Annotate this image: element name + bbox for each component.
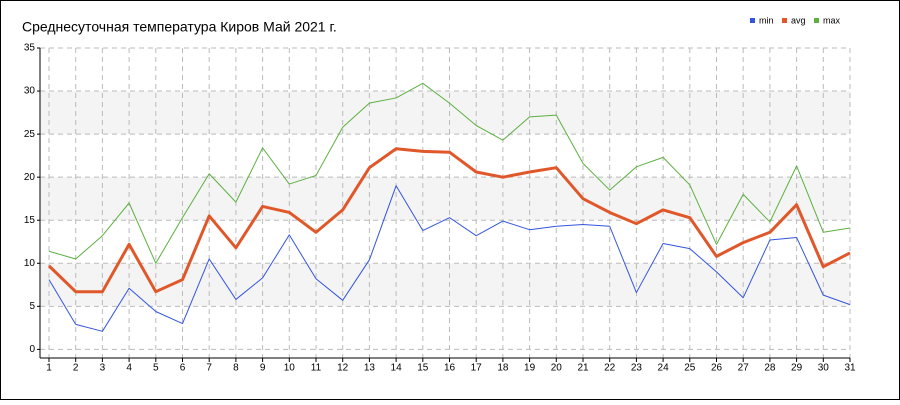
y-tick-label: 35 [24, 43, 36, 54]
legend-label: avg [791, 15, 806, 25]
x-tick-label: 23 [631, 363, 643, 374]
x-tick-label: 3 [100, 363, 106, 374]
grid-band [40, 177, 850, 221]
x-tick-label: 22 [604, 363, 616, 374]
x-tick-label: 10 [284, 363, 296, 374]
x-tick-label: 24 [658, 363, 670, 374]
x-tick-label: 26 [711, 363, 723, 374]
legend-swatch [750, 18, 755, 23]
legend-label: min [759, 15, 774, 25]
x-tick-label: 28 [764, 363, 776, 374]
x-tick-label: 25 [684, 363, 696, 374]
x-tick-label: 20 [551, 363, 563, 374]
x-tick-label: 6 [180, 363, 186, 374]
x-tick-label: 18 [497, 363, 509, 374]
x-tick-label: 13 [364, 363, 376, 374]
x-tick-label: 2 [73, 363, 79, 374]
x-tick-label: 19 [524, 363, 536, 374]
y-tick-label: 15 [24, 215, 36, 226]
x-tick-label: 8 [233, 363, 239, 374]
x-tick-label: 1 [46, 363, 52, 374]
x-tick-label: 9 [260, 363, 266, 374]
x-tick-label: 5 [153, 363, 159, 374]
x-tick-label: 17 [471, 363, 483, 374]
x-tick-label: 31 [844, 363, 856, 374]
legend-label: max [823, 15, 841, 25]
chart-title: Среднесуточная температура Киров Май 202… [22, 19, 337, 35]
x-tick-label: 7 [206, 363, 212, 374]
x-tick-label: 16 [444, 363, 456, 374]
x-tick-label: 30 [818, 363, 830, 374]
legend-swatch [814, 18, 819, 23]
x-tick-label: 12 [337, 363, 349, 374]
y-tick-label: 20 [24, 172, 36, 183]
y-tick-label: 30 [24, 86, 36, 97]
y-tick-label: 0 [29, 344, 35, 355]
series-line [48, 82, 851, 264]
x-tick-label: 4 [126, 363, 132, 374]
x-tick-label: 29 [791, 363, 803, 374]
y-tick-label: 10 [24, 258, 36, 269]
y-tick-label: 5 [29, 301, 35, 312]
series-line [48, 185, 851, 332]
legend-swatch [782, 18, 787, 23]
x-tick-label: 27 [738, 363, 750, 374]
x-tick-label: 11 [311, 363, 322, 374]
grid-band [40, 91, 850, 135]
series-line [47, 147, 851, 294]
x-tick-label: 14 [391, 363, 403, 374]
x-tick-label: 21 [577, 363, 589, 374]
y-tick-label: 25 [24, 129, 36, 140]
grid-band [40, 263, 850, 307]
x-tick-label: 15 [417, 363, 429, 374]
